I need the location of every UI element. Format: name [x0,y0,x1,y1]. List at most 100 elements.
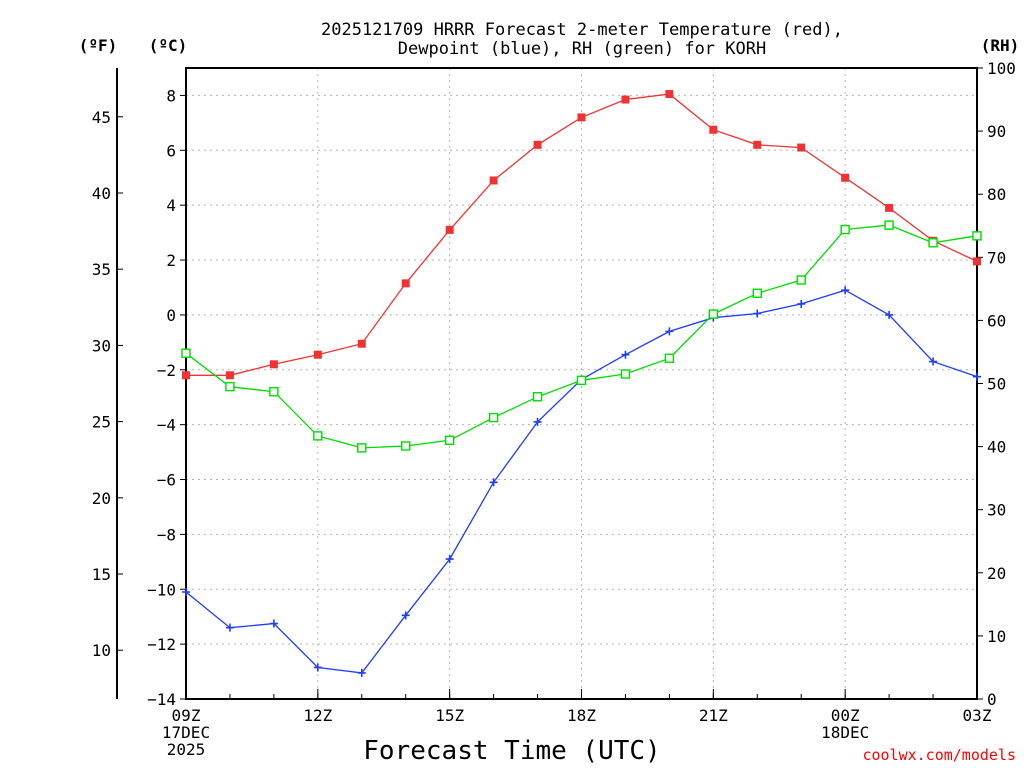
dewpoint-point [665,327,674,336]
dewpoint-point [313,663,322,672]
celsius-tick-label: 8 [166,86,176,105]
rh-tick-label: 50 [987,375,1006,394]
temperature-point [401,279,410,288]
rh-tick-label: 10 [987,627,1006,646]
celsius-tick-label: −4 [157,416,176,435]
axes [116,67,983,700]
temperature-point [885,203,894,212]
temperature-point [577,113,586,122]
rh-point [488,412,499,423]
dewpoint-point [797,299,806,308]
chart-title-line-2: Dewpoint (blue), RH (green) for KORH [398,39,766,59]
rh-tick-label: 70 [987,248,1006,267]
dewpoint-point [973,372,981,381]
dewpoint-point [621,350,630,359]
rh-point [708,309,719,319]
celsius-tick-label: −10 [147,580,176,599]
dewpoint-point [753,309,762,318]
x-tick-label: 21Z [699,706,728,725]
fahrenheit-tick-label: 15 [92,565,111,584]
rh-tick-label: 100 [987,59,1016,78]
dewpoint-point [357,668,366,677]
credit-text: coolwx.com/models [862,746,1016,764]
temperature-point [445,225,454,234]
celsius-tick-label: 0 [166,306,176,325]
x-tick-label: 18DEC [821,723,869,742]
celsius-tick-label: −6 [157,471,176,490]
chart-title-line-1: 2025121709 HRRR Forecast 2-meter Tempera… [321,20,843,40]
dewpoint-point [445,555,454,564]
rh-point [357,443,367,453]
fahrenheit-tick-label: 35 [92,260,111,279]
x-axis-label: Forecast Time (UTC) [363,736,660,766]
rh-point [225,381,235,392]
rh-point [444,435,455,445]
rh-point [181,348,191,358]
celsius-tick-label: −14 [147,690,176,709]
rh-point [269,387,279,397]
x-tick-label: 2025 [167,740,206,759]
rh-axis-label: (RH) [981,36,1020,55]
fahrenheit-tick-label: 30 [92,336,111,355]
temperature-point [489,176,498,185]
rh-point [972,231,982,241]
temperature-point [841,173,850,182]
fahrenheit-tick-label: 20 [92,489,111,508]
x-tick-label: 18Z [567,706,596,725]
rh-tick-label: 40 [987,438,1006,457]
dewpoint-point [401,611,410,620]
celsius-tick-label: 2 [166,251,176,270]
rh-point [928,238,938,248]
rh-point [313,431,323,441]
rh-point [884,220,894,230]
x-tick-label: 17DEC [162,723,210,742]
temperature-point [753,140,762,149]
rh-point [576,375,587,386]
dewpoint-point [225,623,234,632]
dewpoint-point [841,286,850,295]
rh-point [620,369,631,379]
temperature-point [973,257,981,266]
tick-labels: −14−12−10−8−6−4−202468101520253035404501… [92,59,1016,759]
temperature-point [665,90,674,99]
x-tick-label: 15Z [435,706,464,725]
temperature-point [797,143,806,152]
rh-tick-label: 0 [987,690,997,709]
rh-point [796,275,806,285]
x-tick-label: 09Z [172,706,201,725]
rh-tick-label: 60 [987,311,1006,330]
dewpoint-point [929,357,938,366]
rh-point [664,353,675,363]
rh-point [840,224,850,235]
dewpoint-point [269,619,278,628]
dewpoint-point [489,478,498,487]
celsius-tick-label: −2 [157,361,176,380]
temperature-point [269,360,278,369]
celsius-tick-label: 6 [166,141,176,160]
celsius-axis-label: (ºC) [149,36,188,55]
x-tick-label: 03Z [963,706,992,725]
temperature-point [357,339,366,348]
rh-tick-label: 90 [987,122,1006,141]
fahrenheit-tick-label: 45 [92,108,111,127]
rh-point [532,392,543,402]
rh-tick-label: 80 [987,185,1006,204]
temperature-point [313,350,322,359]
celsius-tick-label: 4 [166,196,176,215]
rh-tick-label: 20 [987,564,1006,583]
rh-point [752,288,762,298]
rh-tick-label: 30 [987,501,1006,520]
dewpoint-point [885,310,894,319]
temperature-point [533,140,542,149]
temperature-point [225,371,234,380]
x-tick-label: 12Z [303,706,332,725]
fahrenheit-tick-label: 40 [92,184,111,203]
series-markers [181,90,982,677]
x-tick-label: 00Z [831,706,860,725]
fahrenheit-tick-label: 10 [92,641,111,660]
rh-line [185,224,978,449]
rh-point [401,441,411,451]
temperature-point [709,125,718,134]
celsius-tick-label: −12 [147,635,176,654]
